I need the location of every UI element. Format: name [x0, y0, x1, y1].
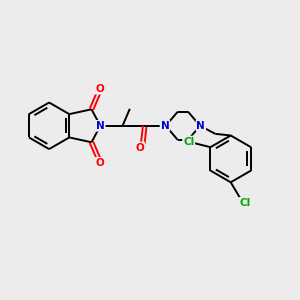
Text: O: O: [95, 158, 104, 168]
Text: O: O: [136, 142, 144, 153]
Text: N: N: [96, 121, 105, 131]
Text: Cl: Cl: [183, 136, 194, 146]
Text: N: N: [196, 121, 205, 131]
Text: Cl: Cl: [239, 198, 250, 208]
Text: O: O: [95, 84, 104, 94]
Text: N: N: [160, 121, 169, 131]
